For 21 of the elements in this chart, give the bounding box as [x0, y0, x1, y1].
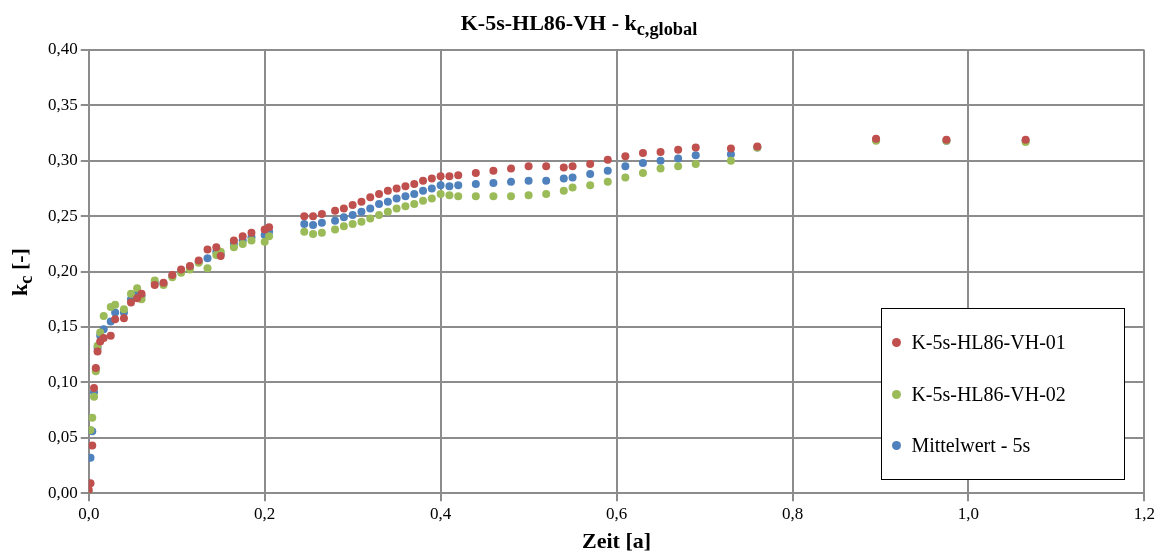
x-tick-label: 0,4 — [430, 503, 452, 523]
legend-label: K-5s-HL86-VH-02 — [911, 382, 1066, 406]
y-tick-label: 0,20 — [48, 261, 78, 281]
y-tick-label: 0,30 — [48, 150, 78, 170]
x-axis-title: Zeit [a] — [582, 528, 652, 554]
y-tick-label: 0,00 — [48, 482, 78, 502]
legend-label: Mittelwert - 5s — [911, 434, 1031, 457]
y-tick-label: 0,15 — [48, 316, 78, 336]
legend-label: K-5s-HL86-VH-01 — [911, 331, 1066, 355]
x-tick-label: 1,0 — [957, 503, 980, 523]
y-tick-label: 0,40 — [48, 39, 78, 59]
y-tick-label: 0,35 — [48, 94, 78, 114]
y-tick-label: 0,10 — [48, 371, 78, 391]
x-tick-label: 0,6 — [605, 503, 628, 523]
x-tick-label: 0,8 — [781, 503, 804, 523]
y-tick-label: 0,25 — [48, 205, 78, 225]
x-tick-label: 0,0 — [78, 503, 100, 523]
chart-title: K-5s-HL86-VH - k$_{c,global}$ — [459, 10, 699, 41]
y-tick-label: 0,05 — [48, 427, 78, 447]
x-tick-label: 0,2 — [254, 503, 276, 523]
x-tick-label: 1,2 — [1133, 503, 1155, 523]
